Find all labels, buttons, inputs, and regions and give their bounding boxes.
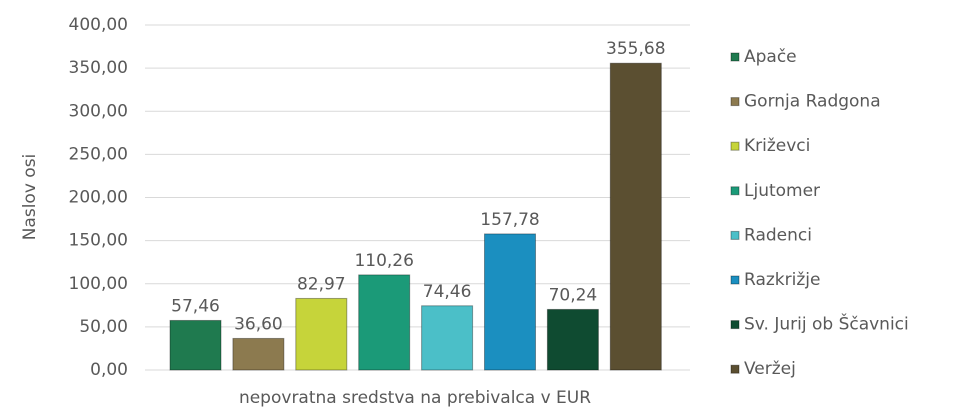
y-tick-label: 50,00 bbox=[79, 317, 128, 337]
legend-label: Gornja Radgona bbox=[744, 92, 881, 112]
y-tick-label: 100,00 bbox=[69, 274, 128, 294]
data-label: 74,46 bbox=[423, 282, 472, 302]
legend-swatch bbox=[730, 186, 740, 196]
legend-swatch bbox=[730, 97, 740, 107]
legend-label: Radenci bbox=[744, 225, 812, 245]
legend-swatch bbox=[730, 364, 740, 374]
legend-swatch bbox=[730, 230, 740, 240]
y-tick-label: 400,00 bbox=[69, 15, 128, 35]
legend-label: Razkrižje bbox=[744, 270, 820, 290]
bar bbox=[295, 297, 348, 371]
data-label: 110,26 bbox=[354, 251, 413, 271]
legend-label: Ljutomer bbox=[744, 181, 820, 201]
bar bbox=[609, 62, 662, 371]
data-label: 82,97 bbox=[297, 274, 346, 294]
y-tick-label: 150,00 bbox=[69, 231, 128, 251]
y-tick-label: 250,00 bbox=[69, 144, 128, 164]
data-label: 36,60 bbox=[234, 314, 283, 334]
bar bbox=[358, 274, 411, 371]
y-axis-label: Naslov osi bbox=[20, 154, 40, 241]
y-tick-label: 200,00 bbox=[69, 188, 128, 208]
legend-label: Sv. Jurij ob Ščavnici bbox=[744, 313, 909, 335]
x-tick-label: nepovratna sredstva na prebivalca v EUR bbox=[239, 388, 591, 408]
legend-swatch bbox=[730, 141, 740, 151]
data-label: 70,24 bbox=[549, 285, 598, 305]
bar bbox=[169, 319, 222, 371]
legend-label: Veržej bbox=[744, 359, 796, 379]
y-tick-label: 0,00 bbox=[90, 360, 128, 380]
y-tick-label: 350,00 bbox=[69, 58, 128, 78]
legend-swatch bbox=[730, 52, 740, 62]
legend-label: Križevci bbox=[744, 136, 810, 156]
data-label: 157,78 bbox=[480, 210, 539, 230]
y-tick-label: 300,00 bbox=[69, 101, 128, 121]
bar bbox=[421, 305, 474, 371]
bar bbox=[484, 233, 536, 371]
legend-label: Apače bbox=[744, 47, 797, 67]
data-label: 57,46 bbox=[171, 296, 220, 316]
bar bbox=[232, 337, 285, 371]
bar bbox=[546, 308, 599, 371]
legend-swatch bbox=[730, 275, 740, 285]
legend-swatch bbox=[730, 320, 740, 330]
data-label: 355,68 bbox=[606, 39, 665, 59]
